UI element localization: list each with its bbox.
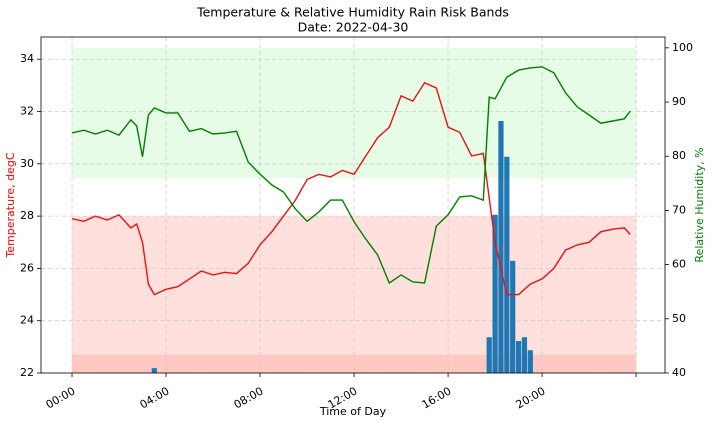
y-tick-label: 26 <box>20 261 34 274</box>
y-axis-label: Temperature, degC <box>4 152 17 258</box>
y2-tick-label: 80 <box>672 149 686 162</box>
x-axis-label: Time of Day <box>319 405 387 418</box>
x-tick-label: 04:00 <box>138 384 172 411</box>
y-tick-label: 22 <box>20 366 34 379</box>
rain-bar <box>492 214 498 373</box>
series-line <box>71 81 631 296</box>
rain-bar <box>521 337 528 373</box>
x-tick-label: 20:00 <box>514 384 548 411</box>
rain-bar <box>504 156 510 373</box>
series-line <box>71 66 631 285</box>
y2-tick-label: 60 <box>672 258 686 271</box>
y-tick-label: 32 <box>20 105 34 118</box>
chart-subtitle: Date: 2022-04-30 <box>298 20 409 35</box>
chart-title: Temperature & Relative Humidity Rain Ris… <box>196 5 509 20</box>
risk-band <box>72 216 637 373</box>
rain-bar <box>510 260 516 373</box>
y2-axis-label: Relative Humidity, % <box>693 147 706 262</box>
rain-bar <box>486 337 492 373</box>
rain-bar <box>151 368 157 373</box>
y-tick-label: 28 <box>20 209 34 222</box>
y2-tick-label: 100 <box>672 41 693 54</box>
y-tick-label: 24 <box>20 314 34 327</box>
y-tick-label: 34 <box>20 52 34 65</box>
y2-tick-label: 90 <box>672 95 686 108</box>
y2-tick-label: 70 <box>672 203 686 216</box>
rain-bar <box>515 341 522 373</box>
y-tick-label: 30 <box>20 157 34 170</box>
x-tick-label: 00:00 <box>44 384 78 411</box>
plot-frame <box>40 36 666 374</box>
x-tick-label: 16:00 <box>420 384 454 411</box>
y2-tick-label: 50 <box>672 312 686 325</box>
y2-tick-label: 40 <box>672 366 686 379</box>
rain-bar <box>527 350 533 373</box>
x-tick-label: 08:00 <box>232 384 266 411</box>
rain-bar <box>498 121 504 373</box>
